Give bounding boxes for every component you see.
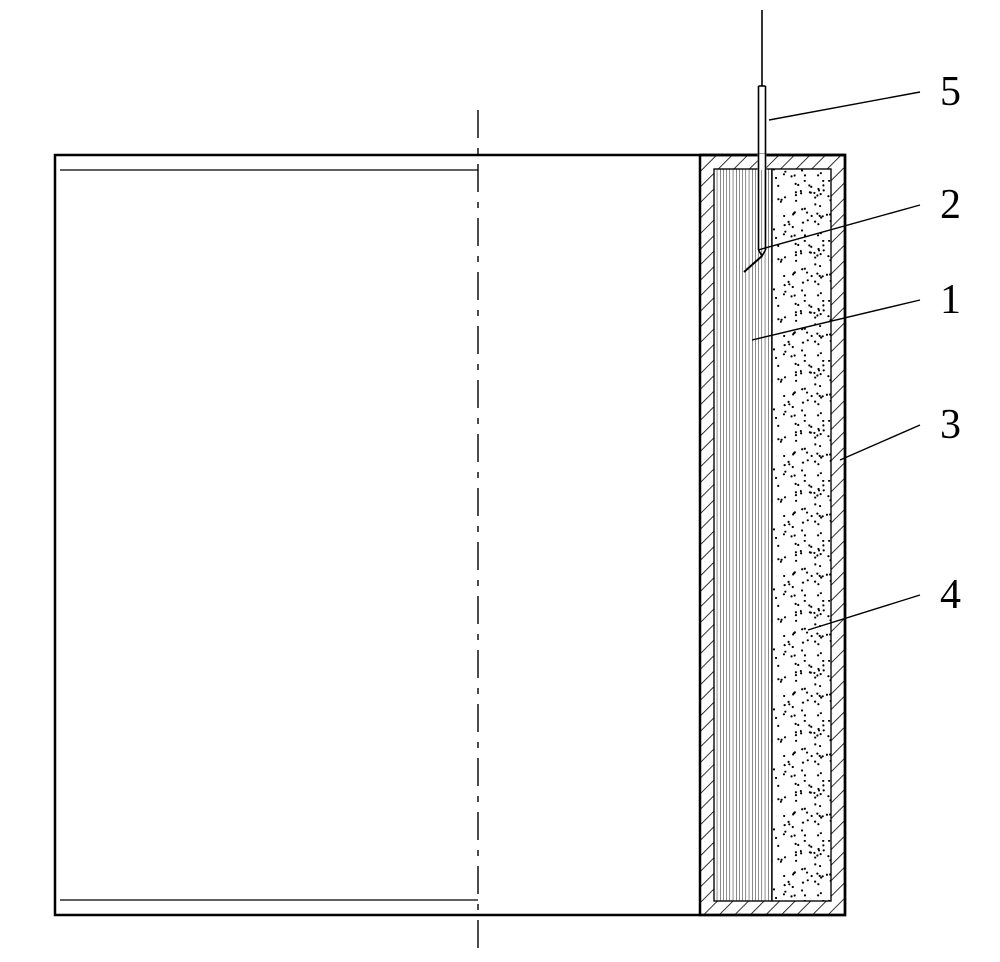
callout-label-4: 4 (940, 572, 961, 618)
striped-layer (714, 169, 772, 901)
callout-label-3: 3 (940, 402, 961, 448)
callout-label-5: 5 (940, 69, 961, 115)
callout-line-5 (769, 92, 920, 120)
callout-label-1: 1 (940, 277, 961, 323)
callout-label-2: 2 (940, 182, 961, 228)
callout-line-3 (840, 425, 920, 460)
dotted-layer (772, 169, 831, 901)
